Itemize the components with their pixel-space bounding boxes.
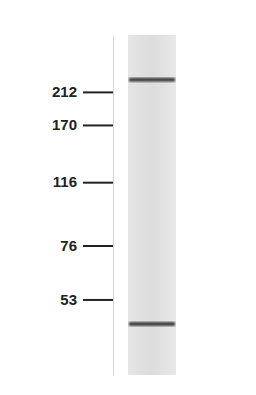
tick-mark: [83, 91, 113, 93]
tick-label: 212: [52, 83, 77, 100]
tick-mark: [83, 124, 113, 126]
band: [129, 78, 175, 82]
tick-mark: [83, 245, 113, 247]
tick-mark: [83, 182, 113, 184]
tick: 76: [60, 237, 113, 254]
lane: [128, 35, 176, 375]
tick: 53: [60, 291, 113, 308]
band: [129, 322, 175, 326]
tick-label: 76: [60, 237, 77, 254]
tick-label: 53: [60, 291, 77, 308]
tick: 212: [52, 83, 113, 100]
tick-label: 170: [52, 116, 77, 133]
tick: 116: [53, 173, 113, 190]
bands: [129, 78, 175, 326]
marker-axis: 212 170 116 76 53: [52, 36, 114, 376]
tick-mark: [83, 299, 113, 301]
tick-label: 116: [53, 173, 77, 190]
tick: 170: [52, 116, 113, 133]
blot-figure: 212 170 116 76 53: [0, 0, 256, 395]
axis-line: [113, 36, 114, 376]
